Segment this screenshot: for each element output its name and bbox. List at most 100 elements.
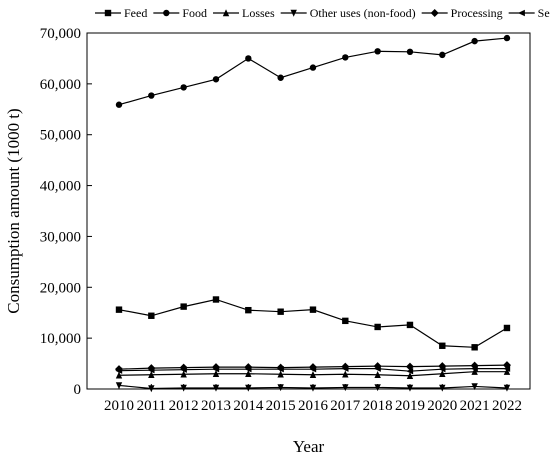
data-point-losses bbox=[342, 370, 349, 378]
data-point-seed bbox=[179, 366, 187, 373]
y-tick-label: 30,000 bbox=[40, 229, 81, 245]
series-other-uses-non-food bbox=[115, 382, 511, 393]
y-tick-label: 40,000 bbox=[40, 179, 81, 195]
data-point-feed bbox=[342, 317, 349, 325]
data-point-other-uses-non-food bbox=[245, 384, 252, 392]
y-axis: 0 10,000 20,000 30,000 40,000 50,000 60,000 70,… bbox=[40, 26, 92, 398]
legend: Feed Food Losses Other uses (non-food) Proce… bbox=[95, 6, 550, 20]
data-point-other-uses-non-food bbox=[148, 385, 155, 393]
x-tick-label: 2022 bbox=[492, 398, 522, 414]
x-axis-title: Year bbox=[293, 437, 325, 456]
legend-marker bbox=[104, 9, 112, 17]
data-point-seed bbox=[309, 365, 317, 373]
x-tick-label: 2014 bbox=[233, 398, 264, 414]
data-point-other-uses-non-food bbox=[342, 384, 349, 392]
y-tick-label: 20,000 bbox=[40, 280, 81, 296]
data-point-feed bbox=[277, 308, 284, 315]
legend-item-feed: Feed bbox=[95, 6, 147, 20]
data-point-losses bbox=[115, 371, 123, 379]
data-point-seed bbox=[276, 365, 284, 373]
data-point-other-uses-non-food bbox=[212, 384, 220, 392]
data-point-food bbox=[277, 74, 284, 81]
data-point-food bbox=[406, 48, 414, 56]
data-point-seed bbox=[503, 365, 511, 372]
data-point-other-uses-non-food bbox=[406, 384, 414, 392]
data-point-feed bbox=[309, 306, 317, 313]
y-tick-label: 10,000 bbox=[40, 331, 81, 347]
data-point-feed bbox=[212, 296, 220, 303]
data-point-seed bbox=[406, 368, 414, 375]
data-point-food bbox=[374, 48, 381, 55]
data-point-losses bbox=[439, 370, 446, 377]
legend-item-food: Food bbox=[153, 6, 207, 20]
data-point-losses bbox=[406, 372, 414, 379]
data-point-feed bbox=[374, 323, 381, 331]
data-point-other-uses-non-food bbox=[439, 384, 446, 392]
y-tick-label: 50,000 bbox=[40, 128, 81, 144]
data-point-other-uses-non-food bbox=[503, 384, 511, 392]
data-point-seed bbox=[147, 366, 155, 374]
data-point-other-uses-non-food bbox=[374, 384, 381, 392]
data-point-feed bbox=[503, 324, 511, 332]
data-point-other-uses-non-food bbox=[309, 384, 317, 392]
x-axis: 2010 2011 2012 2013 2014 2015 2016 2017 2018 2019… bbox=[104, 384, 522, 414]
data-point-food bbox=[245, 55, 252, 62]
legend-marker bbox=[163, 9, 170, 17]
data-point-food bbox=[180, 84, 187, 91]
legend-label: Seed bbox=[538, 6, 550, 20]
legend-marker bbox=[290, 9, 297, 17]
data-point-food bbox=[342, 54, 349, 61]
data-point-losses bbox=[148, 371, 155, 378]
legend-label: Processing bbox=[451, 6, 503, 20]
data-point-seed bbox=[438, 365, 446, 373]
legend-item-seed: Seed bbox=[508, 6, 550, 20]
series-feed bbox=[115, 296, 511, 351]
plot-frame bbox=[86, 32, 531, 390]
series-layer bbox=[115, 34, 511, 393]
data-point-feed bbox=[471, 344, 478, 351]
x-tick-label: 2020 bbox=[427, 398, 457, 414]
data-point-losses bbox=[180, 370, 187, 378]
data-point-losses bbox=[277, 370, 284, 378]
data-point-losses bbox=[212, 370, 220, 377]
x-tick-label: 2012 bbox=[169, 398, 199, 414]
legend-label: Other uses (non-food) bbox=[310, 6, 416, 20]
data-point-losses bbox=[503, 368, 511, 375]
legend-marker bbox=[430, 9, 439, 17]
data-point-food bbox=[115, 101, 123, 108]
x-tick-label: 2015 bbox=[266, 398, 296, 414]
data-point-seed bbox=[373, 365, 381, 372]
data-point-other-uses-non-food bbox=[115, 382, 123, 390]
data-point-feed bbox=[245, 306, 252, 314]
series-losses bbox=[115, 368, 511, 379]
data-point-seed bbox=[470, 365, 478, 372]
series-line-food bbox=[118, 37, 508, 106]
data-point-seed bbox=[115, 367, 123, 374]
data-point-losses bbox=[374, 371, 381, 378]
y-tick-label: 60,000 bbox=[40, 77, 81, 93]
x-tick-label: 2017 bbox=[330, 398, 361, 414]
x-tick-label: 2011 bbox=[137, 398, 166, 414]
series-food bbox=[115, 34, 511, 108]
x-tick-label: 2018 bbox=[363, 398, 393, 414]
series-seed bbox=[115, 365, 511, 375]
legend-item-other-uses-non-food: Other uses (non-food) bbox=[280, 6, 416, 20]
data-point-seed bbox=[212, 365, 220, 373]
data-point-feed bbox=[439, 342, 446, 349]
data-point-other-uses-non-food bbox=[471, 383, 478, 391]
data-point-feed bbox=[406, 321, 414, 329]
data-point-food bbox=[148, 92, 155, 99]
data-point-other-uses-non-food bbox=[277, 384, 284, 392]
data-point-other-uses-non-food bbox=[180, 384, 187, 392]
data-point-food bbox=[212, 76, 220, 83]
data-point-food bbox=[503, 34, 511, 42]
x-tick-label: 2016 bbox=[298, 398, 329, 414]
legend-marker bbox=[517, 9, 525, 17]
data-point-losses bbox=[309, 371, 317, 378]
data-point-seed bbox=[244, 365, 252, 373]
data-point-losses bbox=[471, 368, 478, 375]
data-point-food bbox=[309, 64, 317, 71]
x-tick-label: 2013 bbox=[201, 398, 231, 414]
legend-label: Losses bbox=[242, 6, 275, 20]
